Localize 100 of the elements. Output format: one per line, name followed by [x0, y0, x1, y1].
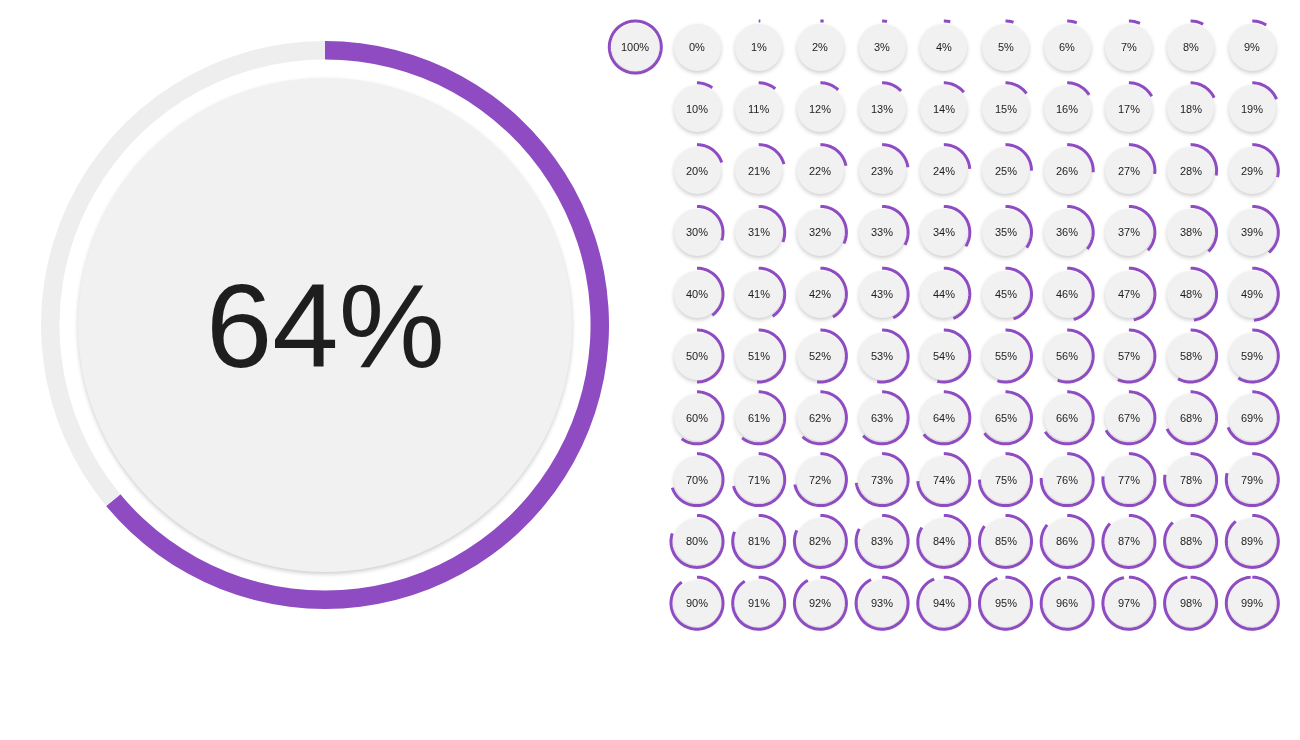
data-label: 23%	[871, 165, 894, 177]
data-label: 98%	[1180, 597, 1203, 609]
data-label: 97%	[1118, 597, 1141, 609]
data-label: 92%	[809, 597, 832, 609]
data-label: 91%	[748, 597, 771, 609]
data-label: 75%	[995, 474, 1018, 486]
data-label: 33%	[871, 226, 894, 238]
data-label: 22%	[809, 165, 832, 177]
data-label: 41%	[748, 288, 771, 300]
data-label: 56%	[1056, 350, 1079, 362]
data-label: 28%	[1180, 165, 1203, 177]
data-label: 65%	[995, 412, 1018, 424]
data-label: 27%	[1118, 165, 1141, 177]
data-label: 59%	[1241, 350, 1264, 362]
data-label: 78%	[1180, 474, 1203, 486]
data-label: 4%	[936, 41, 953, 53]
data-label: 0%	[689, 41, 706, 53]
data-label: 67%	[1118, 412, 1141, 424]
data-label: 99%	[1241, 597, 1264, 609]
data-label: 45%	[995, 288, 1018, 300]
data-label: 51%	[748, 350, 771, 362]
data-label: 47%	[1118, 288, 1141, 300]
data-label: 9%	[1244, 41, 1261, 53]
data-label: 21%	[748, 165, 771, 177]
data-label: 76%	[1056, 474, 1079, 486]
data-label: 94%	[933, 597, 956, 609]
data-label: 58%	[1180, 350, 1203, 362]
data-label: 37%	[1118, 226, 1141, 238]
data-label: 85%	[995, 535, 1018, 547]
data-label: 40%	[686, 288, 709, 300]
data-label: 95%	[995, 597, 1018, 609]
data-label: 18%	[1180, 103, 1203, 115]
data-label: 71%	[748, 474, 771, 486]
data-label: 5%	[998, 41, 1015, 53]
data-label: 42%	[809, 288, 832, 300]
data-label: 50%	[686, 350, 709, 362]
data-label: 86%	[1056, 535, 1079, 547]
data-label: 39%	[1241, 226, 1264, 238]
data-label: 15%	[995, 103, 1018, 115]
data-label: 16%	[1056, 103, 1079, 115]
data-label: 69%	[1241, 412, 1264, 424]
data-label: 70%	[686, 474, 709, 486]
data-label: 35%	[995, 226, 1018, 238]
data-label: 87%	[1118, 535, 1141, 547]
data-label: 72%	[809, 474, 832, 486]
data-label: 52%	[809, 350, 832, 362]
data-label: 88%	[1180, 535, 1203, 547]
data-label: 82%	[809, 535, 832, 547]
data-label: 53%	[871, 350, 894, 362]
data-label: 32%	[809, 226, 832, 238]
data-label: 11%	[748, 103, 770, 115]
data-label: 10%	[686, 103, 709, 115]
data-label: 73%	[871, 474, 894, 486]
data-label: 19%	[1241, 103, 1264, 115]
data-label: 90%	[686, 597, 709, 609]
data-label: 68%	[1180, 412, 1203, 424]
data-label: 74%	[933, 474, 956, 486]
data-label: 24%	[933, 165, 956, 177]
data-label: 36%	[1056, 226, 1079, 238]
data-label: 12%	[809, 103, 832, 115]
data-label: 6%	[1059, 41, 1076, 53]
data-label: 34%	[933, 226, 956, 238]
data-label: 84%	[933, 535, 956, 547]
data-label: 31%	[748, 226, 771, 238]
data-label: 29%	[1241, 165, 1264, 177]
data-label: 62%	[809, 412, 832, 424]
data-label: 93%	[871, 597, 894, 609]
data-label: 80%	[686, 535, 709, 547]
data-label: 96%	[1056, 597, 1079, 609]
data-label: 66%	[1056, 412, 1079, 424]
data-label: 2%	[812, 41, 829, 53]
data-label: 30%	[686, 226, 709, 238]
data-label: 43%	[871, 288, 894, 300]
data-label: 77%	[1118, 474, 1141, 486]
data-label: 7%	[1121, 41, 1138, 53]
data-label: 81%	[748, 535, 771, 547]
data-label: 49%	[1241, 288, 1264, 300]
data-label: 25%	[995, 165, 1018, 177]
data-label: 13%	[871, 103, 894, 115]
data-label: 8%	[1183, 41, 1200, 53]
data-label: 48%	[1180, 288, 1203, 300]
donut-slice	[106, 41, 609, 609]
data-label: 63%	[871, 412, 894, 424]
data-label: 60%	[686, 412, 709, 424]
data-label: 1%	[751, 41, 768, 53]
data-label: 44%	[933, 288, 956, 300]
data-label: 20%	[686, 165, 709, 177]
data-label: 61%	[748, 412, 771, 424]
data-label: 55%	[995, 350, 1018, 362]
data-label: 54%	[933, 350, 956, 362]
text: 64%	[206, 259, 445, 392]
data-label: 26%	[1056, 165, 1079, 177]
data-label: 38%	[1180, 226, 1203, 238]
data-label: 57%	[1118, 350, 1141, 362]
data-label: 17%	[1118, 103, 1141, 115]
data-label: 64%	[933, 412, 956, 424]
data-label: 14%	[933, 103, 956, 115]
data-label: 46%	[1056, 288, 1079, 300]
data-label: 3%	[874, 41, 891, 53]
data-label: 89%	[1241, 535, 1264, 547]
